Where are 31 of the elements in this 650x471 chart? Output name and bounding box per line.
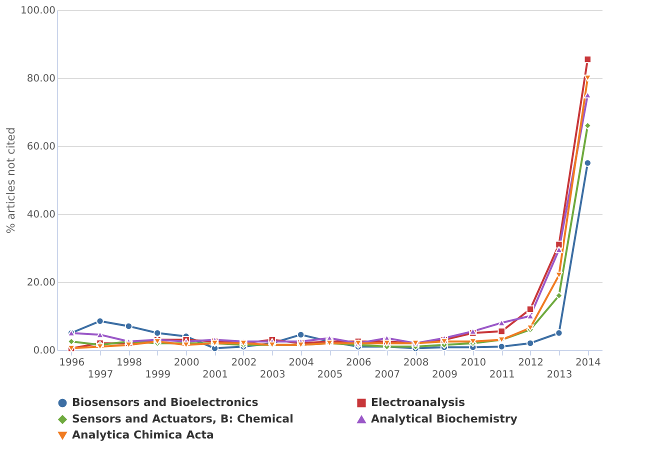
x-tick-label: 2001 xyxy=(202,370,228,380)
x-tick-label: 2004 xyxy=(288,358,314,368)
x-tick-label: 2008 xyxy=(403,358,429,368)
x-tick-label: 2007 xyxy=(374,370,400,380)
x-tick-label: 2010 xyxy=(460,358,486,368)
x-tick-label: 2003 xyxy=(260,370,286,380)
x-tick-label: 1999 xyxy=(145,370,171,380)
x-tick-label: 2002 xyxy=(231,358,257,368)
y-tick-label: 40.00 xyxy=(26,210,56,220)
legend-label: Analytica Chimica Acta xyxy=(72,428,214,442)
x-tick-label: 2009 xyxy=(432,370,458,380)
x-tick-label: 2006 xyxy=(346,358,372,368)
x-tick-label: 2000 xyxy=(174,358,200,368)
y-tick-label: 80.00 xyxy=(26,74,56,84)
y-tick-label: 100.00 xyxy=(20,6,56,16)
x-tick-label: 2005 xyxy=(317,370,343,380)
y-tick-label: 60.00 xyxy=(26,142,56,152)
legend-label: Sensors and Actuators, B: Chemical xyxy=(72,412,294,426)
x-tick-label: 2014 xyxy=(575,358,601,368)
y-tick-label: 20.00 xyxy=(26,278,56,288)
y-axis-title: % articles not cited xyxy=(4,127,18,234)
x-tick-label: 2012 xyxy=(518,358,544,368)
x-tick-label: 2011 xyxy=(489,370,515,380)
x-tick-label: 1998 xyxy=(116,358,142,368)
legend-label: Biosensors and Bioelectronics xyxy=(72,396,259,409)
x-tick-label: 1996 xyxy=(59,358,85,368)
legend-label: Analytical Biochemistry xyxy=(371,412,518,426)
legend-label: Electroanalysis xyxy=(371,396,466,409)
x-tick-label: 2013 xyxy=(546,370,572,380)
x-tick-label: 1997 xyxy=(88,370,114,380)
y-tick-label: 0.00 xyxy=(33,346,56,356)
